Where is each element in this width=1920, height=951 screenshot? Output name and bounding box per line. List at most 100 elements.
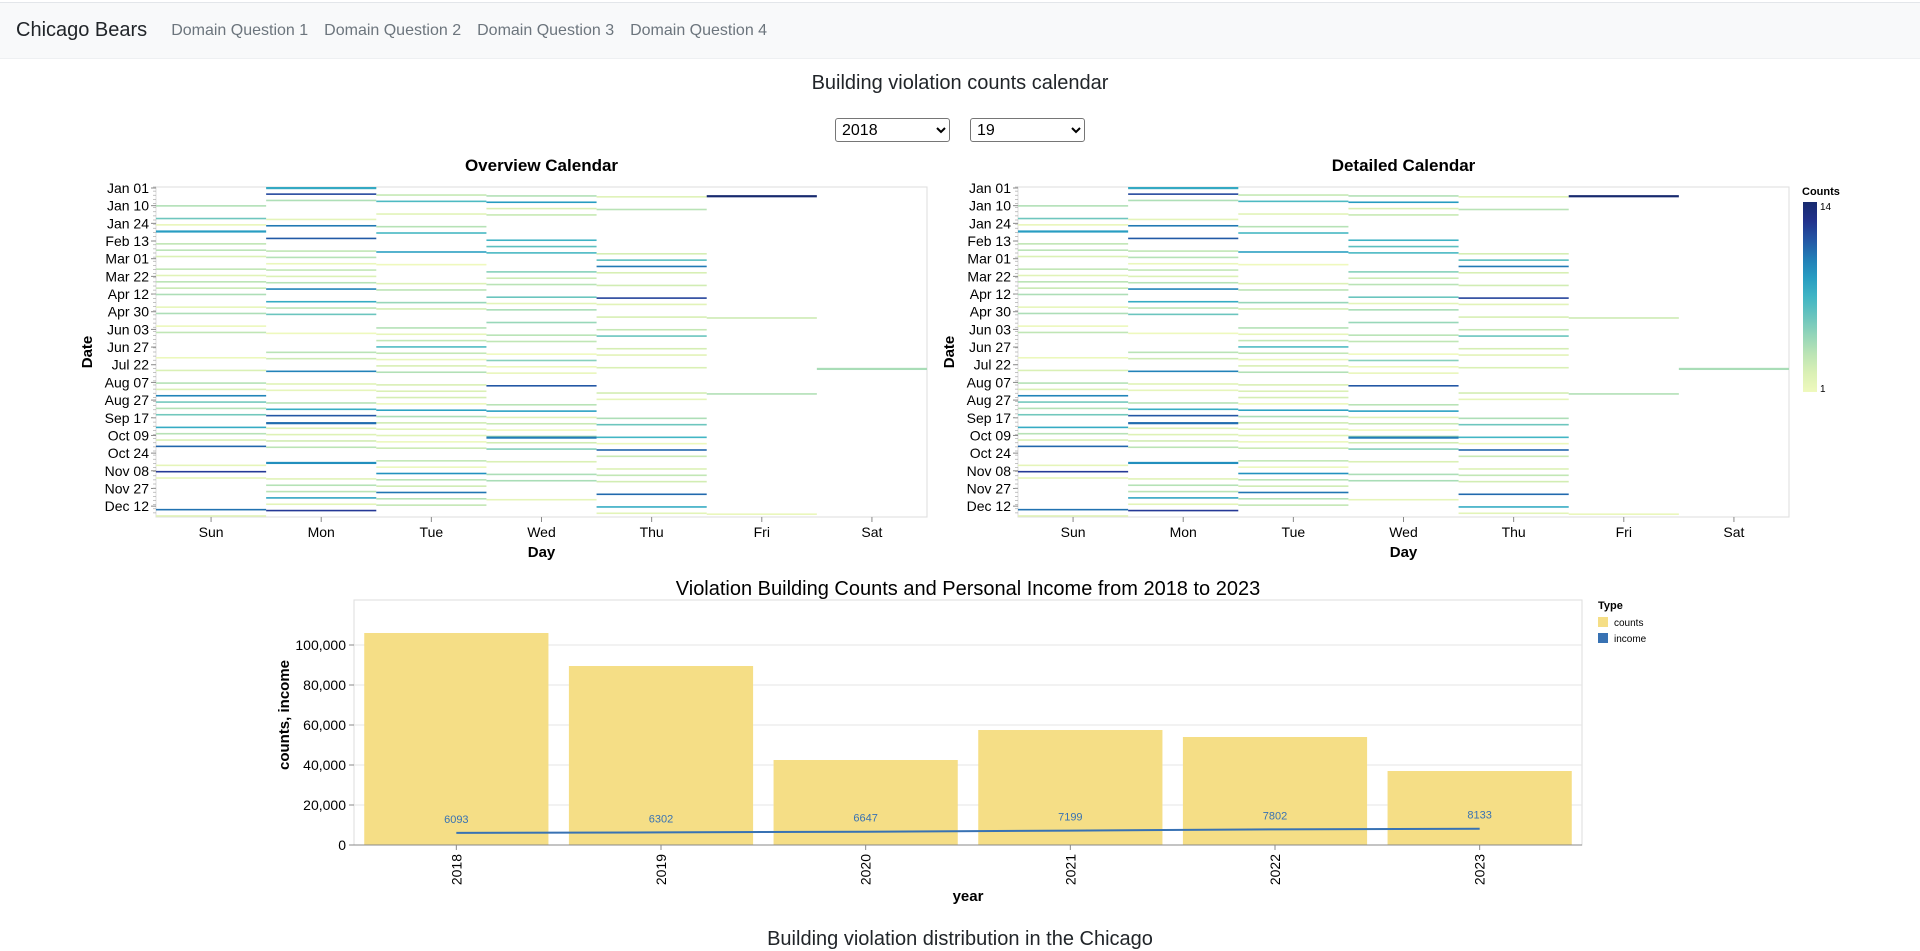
calendar-cell: [376, 396, 487, 399]
calendar-cell: [486, 422, 597, 425]
calendar-cell: [1458, 417, 1569, 420]
y-tick-label: Aug 27: [967, 392, 1012, 408]
calendar-cell: [596, 354, 707, 356]
calendar-cell: [486, 252, 597, 254]
calendar-cell: [266, 484, 377, 487]
y-tick-label: Feb 13: [967, 233, 1011, 249]
calendar-cell: [1238, 472, 1349, 475]
calendar-cell: [1018, 243, 1129, 245]
calendar-cell: [1018, 382, 1129, 384]
brand-link[interactable]: Chicago Bears: [16, 19, 148, 41]
calendar-cell: [486, 372, 597, 374]
page-title: Building violation counts calendar: [811, 72, 1109, 94]
calendar-cell: [156, 508, 267, 511]
calendar-cell: [266, 218, 377, 221]
y-tick-label: Oct 09: [108, 427, 149, 443]
calendar-cell: [486, 340, 597, 343]
nav-link-domain-question-3[interactable]: Domain Question 3: [477, 21, 615, 39]
calendar-cell: [1018, 401, 1129, 403]
year-select[interactable]: 2018: [835, 118, 950, 142]
calendar-cell: [596, 493, 707, 496]
calendar-cell: [596, 303, 707, 306]
calendar-cell: [486, 498, 597, 501]
y-tick-label: Aug 27: [105, 392, 150, 408]
calendar-cell: [156, 439, 267, 441]
calendar-cell: [1238, 371, 1349, 374]
x-tick-label: Sat: [1723, 524, 1744, 540]
y-tick-label: Feb 13: [105, 233, 149, 249]
calendar-cell: [1238, 428, 1349, 430]
calendar-cell: [1128, 300, 1239, 303]
calendar-cell: [1348, 416, 1459, 419]
calendar-cell: [1128, 433, 1239, 436]
calendar-cell: [486, 207, 597, 210]
calendar-cell: [376, 447, 487, 449]
calendar-cell: [1348, 441, 1459, 444]
calendar-cell: [266, 307, 377, 309]
y-tick-label: 20,000: [303, 797, 346, 813]
calendar-cell: [1238, 213, 1349, 215]
calendar-cell: [1238, 384, 1349, 386]
calendar-cell: [486, 416, 597, 419]
calendar-cell: [486, 366, 597, 368]
calendar-cell: [1018, 470, 1129, 473]
calendar-cell: [376, 352, 487, 355]
calendar-cell: [376, 308, 487, 310]
bar-counts-2023: [1387, 771, 1572, 845]
nav-link-domain-question-4[interactable]: Domain Question 4: [630, 21, 768, 39]
x-tick-label: Mon: [1170, 524, 1197, 540]
calendar-cell: [156, 255, 267, 258]
calendar-cell: [1238, 434, 1349, 437]
calendar-cell: [156, 224, 267, 226]
calendar-cell: [156, 205, 267, 207]
legend-max-label: 14: [1820, 202, 1832, 213]
calendar-cell: [1238, 390, 1349, 393]
calendar-cell: [156, 217, 267, 220]
calendar-cell: [376, 346, 487, 348]
x-tick-label: Sun: [1061, 524, 1086, 540]
calendar-cell: [596, 474, 707, 477]
calendar-cell: [1348, 448, 1459, 450]
calendar-cell: [596, 265, 707, 268]
calendar-cell: [1458, 436, 1569, 439]
calendar-cell: [486, 296, 597, 298]
calendar-cell: [266, 440, 377, 442]
nav-link-domain-question-2[interactable]: Domain Question 2: [324, 21, 462, 39]
calendar-cell: [376, 479, 487, 481]
y-tick-label: Jan 01: [107, 180, 149, 196]
calendar-cell: [266, 199, 377, 202]
x-tick-label: Sat: [861, 524, 882, 540]
calendar-cell: [1128, 332, 1239, 335]
calendar-cell: [376, 263, 487, 266]
calendar-cell: [1238, 200, 1349, 203]
calendar-cell: [1128, 237, 1239, 240]
calendar-cell: [706, 513, 817, 515]
calendar-cell: [596, 436, 707, 439]
y-tick-label: Jun 03: [107, 321, 149, 337]
calendar-cell: [266, 427, 377, 430]
calendar-cell: [266, 422, 377, 425]
calendar-cell: [1128, 288, 1239, 290]
y-axis-title: counts, income: [276, 660, 293, 770]
week-select[interactable]: 19: [970, 118, 1085, 142]
calendar-cell: [1238, 479, 1349, 481]
calendar-cell: [1348, 498, 1459, 501]
calendar-cell: [486, 309, 597, 311]
calendar-cell: [486, 271, 597, 273]
y-tick-label: Apr 30: [108, 304, 149, 320]
calendar-cell: [1128, 218, 1239, 221]
x-tick-label: Thu: [640, 524, 664, 540]
x-tick-label: Wed: [527, 524, 556, 540]
calendar-cell: [1458, 468, 1569, 470]
nav-link-domain-question-1[interactable]: Domain Question 1: [171, 21, 309, 39]
calendar-cell: [156, 426, 267, 429]
calendar-cell: [156, 407, 267, 410]
legend-bar: [1803, 202, 1817, 392]
x-tick-label: Wed: [1389, 524, 1418, 540]
calendar-cell: [1128, 193, 1239, 195]
calendar-cell: [156, 306, 267, 308]
calendar-cell: [486, 353, 597, 355]
calendar-cell: [376, 415, 487, 418]
calendar-cell: [596, 335, 707, 337]
calendar-cell: [1568, 513, 1679, 515]
